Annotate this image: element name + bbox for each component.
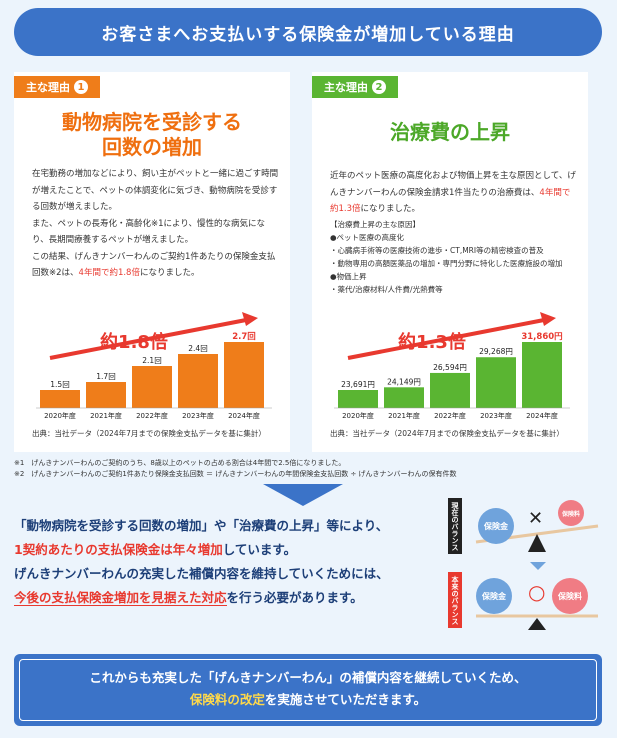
reason2-chart: 約1.3倍 23,691円 2020年度 24,149円 2021年度 26,594円 20…: [334, 312, 570, 420]
reason1-chart: 約1.8倍 1.5回 2020年度 1.7回 2021年度 2.1回 2022年度 2.4回 2…: [36, 312, 272, 420]
bottom-line2: 保険料の改定を実施させていただきます。: [189, 692, 427, 707]
x-tick-label: 2022年度: [434, 411, 466, 420]
reason2-body: 近年のペット医療の高度化および物価上昇を主な原因として、げんきナンバーわんの保険…: [330, 168, 578, 296]
reason1-body: 在宅勤務の増加などにより、飼い主がペットと一緒に過ごす時間が増えたことで、ペット…: [32, 166, 280, 282]
bar-value-label: 26,594円: [433, 363, 467, 372]
premium-ball: 保険料: [552, 578, 588, 614]
list-item: ●物価上昇: [330, 271, 367, 281]
small-down-arrow-icon: [530, 562, 546, 570]
reason1-title-line1: 動物病院を受診する: [62, 110, 242, 134]
x-tick-label: 2023年度: [480, 411, 512, 420]
reason1-title: 動物病院を受診する 回数の増加: [14, 110, 290, 160]
reason2-title: 治療費の上昇: [390, 120, 510, 144]
down-arrow-icon: [263, 484, 343, 506]
bottom-line1: これからも充実した「げんきナンバーわん」の補償内容を継続していくため、: [89, 670, 527, 685]
reason1-paragraph1: 在宅勤務の増加などにより、飼い主がペットと一緒に過ごす時間が増えたことで、ペット…: [32, 169, 279, 212]
chart-bar: [476, 357, 516, 408]
trend-arrow-line: [49, 318, 247, 360]
bar-value-label: 24,149円: [387, 377, 421, 386]
bar-value-label: 1.7回: [96, 372, 115, 381]
multiplier-label: 約1.3倍: [398, 331, 466, 353]
header-title: お客さまへお支払いする保険金が増加している理由: [101, 24, 515, 45]
reason1-title-line2: 回数の増加: [102, 135, 202, 159]
chart-bar: [40, 390, 80, 408]
reason1-source: 出典：当社データ（2024年7月までの保険金支払データを基に集計）: [32, 429, 266, 438]
bar-value-label: 1.5回: [50, 380, 69, 389]
x-tick-label: 2024年度: [526, 411, 558, 420]
current-balance-label: 現在のバランス: [448, 498, 462, 554]
claims-ball: 保険金: [476, 578, 512, 614]
x-tick-label: 2023年度: [182, 411, 214, 420]
reason2-card: 主な理由 2 治療費の上昇 近年のペット医療の高度化および物価上昇を主な原因とし…: [312, 72, 588, 452]
reason2-source: 出典：当社データ（2024年7月までの保険金支払データを基に集計）: [330, 429, 564, 438]
reason1-paragraph3: この結果、げんきナンバーわんのご契約1件あたりの保険金支払回数※2は、4年間で約…: [32, 251, 276, 279]
reason1-highlight: 4年間で約1.8倍: [78, 268, 140, 278]
footnote-2: ※2 げんきナンバーわんのご契約1件あたり保険金支払回数 ＝ げんきナンバーわん…: [14, 470, 457, 478]
x-tick-label: 2021年度: [90, 411, 122, 420]
cross-icon: ✕: [528, 508, 544, 529]
chart-bar: [224, 342, 264, 408]
reason2-tag-label: 主な理由: [324, 81, 368, 94]
trend-arrow-head: [540, 312, 556, 326]
list-item: ●ペット医療の高度化: [330, 232, 405, 242]
trend-arrow-head: [242, 312, 258, 326]
bar-value-label: 2.4回: [188, 344, 207, 353]
list-item: ・動物専用の高額医薬品の増加・専門分野に特化した医療施設の増加: [330, 258, 563, 268]
chart-bar: [86, 382, 126, 408]
summary-line3: げんきナンバーわんの充実した補償内容を維持していくためには、: [14, 566, 389, 581]
reason2-list-heading: 【治療費上昇の主な原因】: [330, 219, 420, 229]
chart-bar: [384, 387, 424, 408]
x-tick-label: 2021年度: [388, 411, 420, 420]
reason1-tag: 主な理由 1: [14, 76, 100, 98]
chart-bar: [338, 390, 378, 408]
chart-bar: [132, 366, 172, 408]
reason1-tag-label: 主な理由: [26, 81, 70, 94]
chart-bar: [430, 372, 470, 408]
summary-line2: 1契約あたりの支払保険金は年々増加しています。: [14, 542, 297, 557]
bar-value-label: 23,691円: [341, 380, 375, 389]
bottom-message: これからも充実した「げんきナンバーわん」の補償内容を継続していくため、 保険料の…: [19, 659, 597, 721]
footnotes: ※1 げんきナンバーわんのご契約のうち、8歳以上のペットの占める割合は4年間で2…: [14, 458, 457, 480]
list-item: ・薬代/治療材料/人件費/光熱費等: [330, 284, 443, 294]
current-balance-illustration: 現在のバランス 保険金 ✕ 保険料: [448, 498, 608, 556]
claims-ball: 保険金: [478, 508, 514, 544]
footnote-1: ※1 げんきナンバーわんのご契約のうち、8歳以上のペットの占める割合は4年間で2…: [14, 459, 346, 467]
reason2-tag-number: 2: [372, 80, 386, 94]
premium-ball: 保険料: [558, 500, 584, 526]
trend-arrow-line: [347, 318, 545, 360]
x-tick-label: 2022年度: [136, 411, 168, 420]
reason2-tag: 主な理由 2: [312, 76, 398, 98]
reason1-paragraph2: また、ペットの長寿化・高齢化※1により、慢性的な病気になり、長期間療養するペット…: [32, 218, 266, 246]
reason2-cause-list: 【治療費上昇の主な原因】 ●ペット医療の高度化 ・心臓病手術等の医療技術の進歩・…: [330, 218, 578, 296]
chart-bar: [178, 354, 218, 408]
bar-value-label: 31,860円: [521, 332, 562, 342]
reason2-highlight: 4年間で約1.3倍: [330, 187, 571, 215]
x-tick-label: 2020年度: [342, 411, 374, 420]
chart-bar: [522, 342, 562, 408]
x-tick-label: 2024年度: [228, 411, 260, 420]
header-banner: お客さまへお支払いする保険金が増加している理由: [14, 8, 602, 56]
summary-line4: 今後の支払保険金増加を見据えた対応を行う必要があります。: [14, 590, 363, 606]
bar-value-label: 2.7回: [232, 332, 256, 342]
x-tick-label: 2020年度: [44, 411, 76, 420]
bar-value-label: 29,268円: [479, 347, 513, 356]
bottom-message-box: これからも充実した「げんきナンバーわん」の補償内容を継続していくため、 保険料の…: [14, 654, 602, 726]
list-item: ・心臓病手術等の医療技術の進歩・CT,MRI等の精密検査の普及: [330, 245, 544, 255]
future-balance-label: 本来のバランス: [448, 572, 462, 628]
circle-icon: ○: [528, 580, 546, 604]
multiplier-label: 約1.8倍: [100, 331, 168, 353]
summary-line1: 「動物病院を受診する回数の増加」や「治療費の上昇」等により、: [14, 518, 389, 533]
reason1-card: 主な理由 1 動物病院を受診する 回数の増加 在宅勤務の増加などにより、飼い主が…: [14, 72, 290, 452]
future-balance-illustration: 本来のバランス 保険金 ○ 保険料: [448, 572, 608, 630]
seesaw-level-icon: [476, 614, 598, 630]
reason2-paragraph1: 近年のペット医療の高度化および物価上昇を主な原因として、げんきナンバーわんの保険…: [330, 171, 576, 215]
reason1-tag-number: 1: [74, 80, 88, 94]
summary-text: 「動物病院を受診する回数の増加」や「治療費の上昇」等により、 1契約あたりの支払…: [14, 514, 434, 610]
bar-value-label: 2.1回: [142, 356, 161, 365]
